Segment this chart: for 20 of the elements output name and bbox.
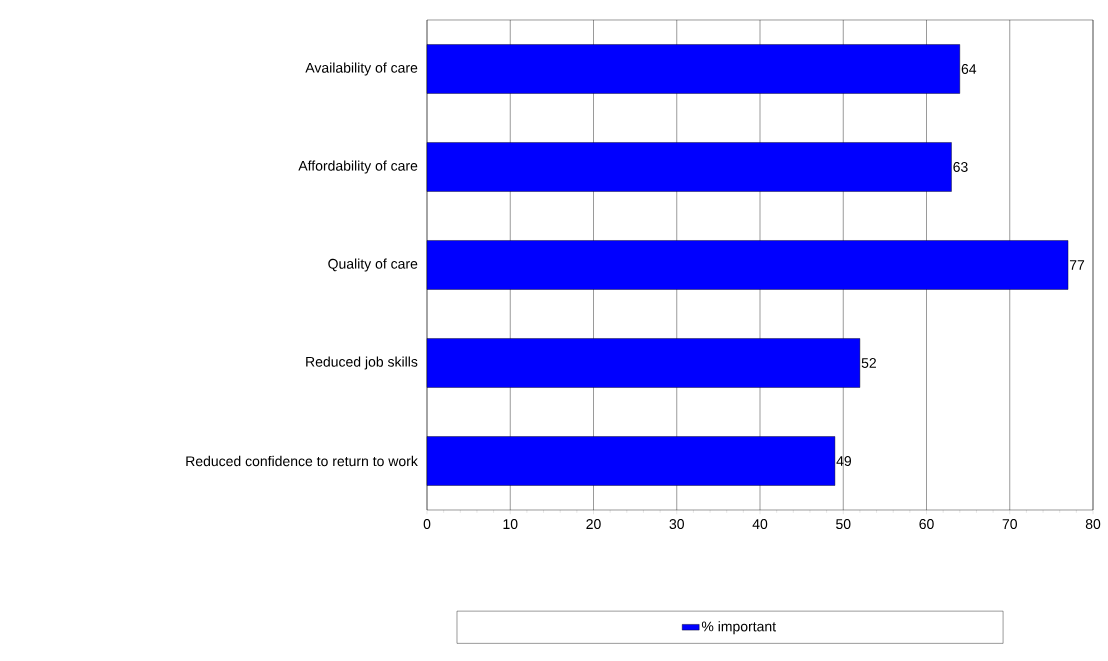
x-tick-label: 80	[1085, 519, 1101, 530]
y-tick-label: Reduced job skills	[306, 356, 418, 370]
x-tick-label: 60	[919, 519, 934, 530]
x-tick-label: 70	[1002, 519, 1017, 530]
y-tick-label: Reduced confidence to return to work	[186, 455, 418, 467]
x-tick-label: 30	[669, 519, 684, 530]
x-tick-label: 40	[752, 519, 768, 530]
data-label: 77	[1069, 260, 1085, 270]
data-label: 63	[953, 162, 968, 172]
legend-label: % important	[701, 621, 776, 635]
y-tick-label: Availability of care	[305, 62, 418, 76]
x-tick-label: 50	[836, 519, 851, 530]
x-tick-label: 10	[503, 519, 518, 530]
y-tick-label: Affordability of care	[298, 160, 418, 174]
y-tick-label: Quality of care	[328, 258, 418, 272]
x-tick-label: 0	[423, 519, 431, 530]
data-label: 52	[861, 358, 876, 368]
data-label: 49	[836, 456, 852, 466]
x-tick-label: 20	[586, 519, 601, 530]
data-label: 64	[961, 64, 977, 74]
